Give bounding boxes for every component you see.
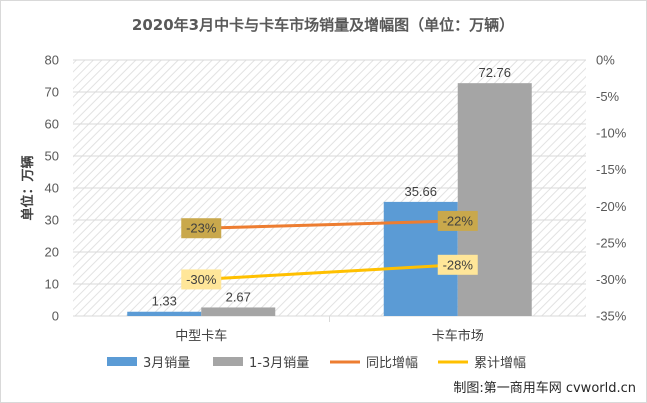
- line-label-box: [437, 254, 478, 275]
- y2-tick-label: -15%: [596, 162, 627, 177]
- lines: -23% -22% -30% -28%: [181, 210, 478, 290]
- line-data-label: -28%: [443, 257, 474, 272]
- bar-data-label: 1.33: [152, 294, 177, 309]
- bar: [457, 83, 532, 316]
- category-labels: 中型卡车 卡车市场: [175, 328, 484, 344]
- legend-label: 3月销量: [143, 356, 190, 371]
- bar: [127, 311, 202, 316]
- line-label-box: [181, 218, 222, 239]
- left-axis: 0 10 20 30 40 50 60 70 80: [45, 53, 59, 324]
- y2-tick-label: -20%: [596, 199, 627, 214]
- chart-title: 2020年3月中卡与卡车市场销量及增幅图（单位：万辆）: [132, 16, 514, 34]
- credit-text: 制图:第一商用车网 cvworld.cn: [453, 380, 636, 396]
- line-data-label: -30%: [186, 272, 217, 287]
- y-tick-label: 50: [45, 149, 59, 164]
- right-axis: 0% -5% -10% -15% -20% -25% -30% -35%: [596, 53, 627, 324]
- category-label: 中型卡车: [175, 328, 227, 344]
- line-data-label: -23%: [186, 221, 217, 236]
- y2-tick-label: -30%: [596, 272, 627, 287]
- bar-data-label: 35.66: [404, 184, 437, 199]
- y-tick-label: 30: [45, 213, 59, 228]
- bar-data-label: 2.67: [226, 289, 251, 304]
- y-tick-label: 0: [52, 309, 59, 324]
- y-tick-label: 60: [45, 117, 59, 132]
- y-tick-label: 70: [45, 85, 59, 100]
- y-tick-label: 20: [45, 245, 59, 260]
- y2-tick-label: 0%: [596, 53, 615, 68]
- series-line: [201, 219, 458, 230]
- y2-tick-label: -25%: [596, 235, 627, 250]
- category-label: 卡车市场: [432, 328, 484, 344]
- y2-tick-label: -35%: [596, 309, 627, 324]
- y-tick-label: 10: [45, 277, 59, 292]
- bar-data-label: 72.76: [478, 65, 511, 80]
- legend-swatch: [107, 357, 137, 366]
- series-line: [201, 263, 458, 281]
- legend-label: 同比增幅: [366, 356, 418, 371]
- bars: 1.33 35.66 2.67 72.76: [127, 65, 532, 316]
- legend-swatch: [213, 357, 243, 366]
- legend-label: 1-3月销量: [249, 356, 309, 371]
- y-tick-label: 40: [45, 181, 59, 196]
- legend-label: 累计增幅: [474, 356, 526, 371]
- y2-tick-label: -10%: [596, 126, 627, 141]
- line-data-label: -22%: [443, 213, 474, 228]
- y-axis-title: 单位：万辆: [20, 155, 36, 220]
- line-label-box: [181, 269, 222, 290]
- y-tick-label: 80: [45, 53, 59, 68]
- bar: [201, 307, 276, 316]
- y2-tick-label: -5%: [596, 89, 620, 104]
- legend: 3月销量 1-3月销量 同比增幅 累计增幅: [107, 356, 526, 371]
- line-label-box: [437, 210, 478, 231]
